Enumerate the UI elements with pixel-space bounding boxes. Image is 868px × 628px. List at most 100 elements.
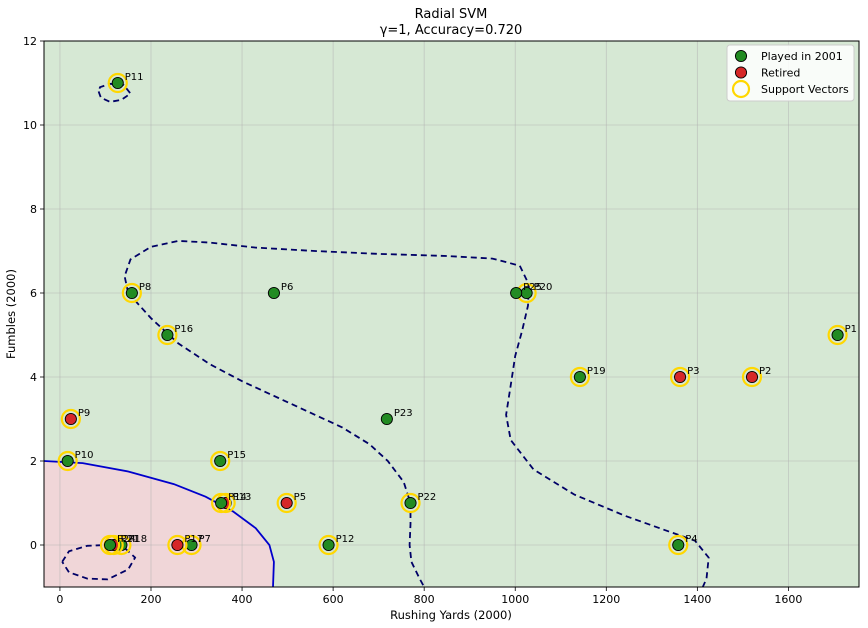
support-ring-P22 xyxy=(400,492,421,514)
point-P6 xyxy=(267,286,280,300)
y-tick-label-0: 0 xyxy=(30,539,37,552)
legend-marker-support xyxy=(731,79,751,99)
point-label-P23: P23 xyxy=(394,408,413,419)
point-P14 xyxy=(215,496,228,510)
y-tick-label-4: 8 xyxy=(30,203,37,216)
point-label-P13: P13 xyxy=(233,492,252,503)
point-P12 xyxy=(322,538,335,552)
support-ring-P15 xyxy=(210,450,231,472)
point-label-P8: P8 xyxy=(139,282,151,293)
margin-curve-0 xyxy=(123,239,710,587)
x-axis-ticks: 0 200 400 600 800 1000 1200 1400 1600 xyxy=(56,587,802,606)
y-tick-label-2: 4 xyxy=(30,371,37,384)
support-ring-P4 xyxy=(668,534,689,556)
y-tick-label-6: 12 xyxy=(23,35,37,48)
point-P4 xyxy=(672,538,685,552)
point-label-P17: P17 xyxy=(184,534,203,545)
point-P9 xyxy=(64,412,77,426)
point-P1 xyxy=(831,328,844,342)
point-label-P11: P11 xyxy=(125,72,144,83)
y-tick-label-3: 6 xyxy=(30,287,37,300)
support-ring-P5 xyxy=(276,492,297,514)
point-P23 xyxy=(380,412,393,426)
point-label-P3: P3 xyxy=(687,366,699,377)
margin-curve-2 xyxy=(97,82,132,103)
x-tick-label-0: 0 xyxy=(56,593,63,606)
point-label-P1: P1 xyxy=(845,324,857,335)
support-ring-P17 xyxy=(167,534,188,556)
x-tick-label-4: 800 xyxy=(414,593,435,606)
support-ring-P24 xyxy=(99,534,121,556)
region-retired xyxy=(44,461,274,587)
legend-marker-played xyxy=(734,49,748,63)
point-label-P5: P5 xyxy=(294,492,306,503)
point-label-P7: P7 xyxy=(199,534,211,545)
point-label-P19: P19 xyxy=(587,366,606,377)
x-tick-label-1: 200 xyxy=(140,593,161,606)
y-axis-ticks: 0 2 4 6 8 10 12 xyxy=(23,35,44,552)
point-label-P14: P14 xyxy=(228,492,247,503)
chart-title-group: Radial SVM γ=1, Accuracy=0.720 xyxy=(380,7,523,38)
legend-label-retired: Retired xyxy=(761,67,800,80)
point-label-P24: P24 xyxy=(117,534,136,545)
support-ring-P16 xyxy=(157,324,178,346)
point-P2 xyxy=(745,370,759,384)
y-tick-label-5: 10 xyxy=(23,119,37,132)
point-label-P2: P2 xyxy=(759,366,771,377)
x-tick-label-6: 1200 xyxy=(592,593,620,606)
data-points xyxy=(57,72,848,556)
point-P19 xyxy=(573,370,586,384)
legend-box xyxy=(726,44,855,102)
chart-title: Radial SVM xyxy=(415,7,488,22)
support-ring-P14 xyxy=(211,492,232,514)
support-ring-P2 xyxy=(741,366,763,388)
point-label-P25: P25 xyxy=(523,282,542,293)
x-tick-label-2: 400 xyxy=(232,593,253,606)
x-tick-label-5: 1000 xyxy=(501,593,529,606)
point-P3 xyxy=(674,370,687,384)
support-ring-P10 xyxy=(57,450,78,472)
support-ring-P3 xyxy=(669,366,691,388)
support-ring-P9 xyxy=(60,408,81,430)
y-axis-label: Fumbles (2000) xyxy=(4,269,18,359)
point-label-P16: P16 xyxy=(174,324,193,335)
support-ring-P8 xyxy=(121,282,142,304)
point-label-P20: P20 xyxy=(534,282,553,293)
point-label-P12: P12 xyxy=(336,534,355,545)
point-P5 xyxy=(280,496,293,510)
point-label-P4: P4 xyxy=(685,534,697,545)
margin-curves xyxy=(61,82,710,587)
point-P22 xyxy=(404,496,417,510)
x-tick-label-8: 1600 xyxy=(774,593,802,606)
point-P16 xyxy=(161,328,174,342)
point-P17 xyxy=(171,538,184,552)
point-label-P15: P15 xyxy=(227,450,246,461)
point-label-P22: P22 xyxy=(418,492,437,503)
support-ring-P12 xyxy=(318,534,339,556)
point-label-P6: P6 xyxy=(281,282,293,293)
point-P11 xyxy=(111,76,124,90)
point-label-P18: P18 xyxy=(128,534,147,545)
point-label-P10: P10 xyxy=(75,450,94,461)
margin-curve-3 xyxy=(61,544,137,581)
y-tick-label-1: 2 xyxy=(30,455,37,468)
chart-subtitle: γ=1, Accuracy=0.720 xyxy=(380,23,523,38)
x-tick-label-3: 600 xyxy=(323,593,344,606)
support-ring-P11 xyxy=(107,72,128,94)
legend: Played in 2001 Retired Support Vectors xyxy=(726,44,855,102)
support-ring-P1 xyxy=(827,324,848,346)
point-label-P9: P9 xyxy=(78,408,90,419)
plot-frame xyxy=(43,40,860,588)
point-label-P21: P21 xyxy=(121,534,140,545)
x-tick-label-7: 1400 xyxy=(683,593,711,606)
point-P8 xyxy=(125,286,138,300)
support-ring-P19 xyxy=(569,366,590,388)
legend-label-support: Support Vectors xyxy=(761,83,849,96)
point-P24 xyxy=(103,538,117,552)
point-P10 xyxy=(61,454,74,468)
legend-label-played: Played in 2001 xyxy=(761,50,843,63)
point-P15 xyxy=(214,454,227,468)
